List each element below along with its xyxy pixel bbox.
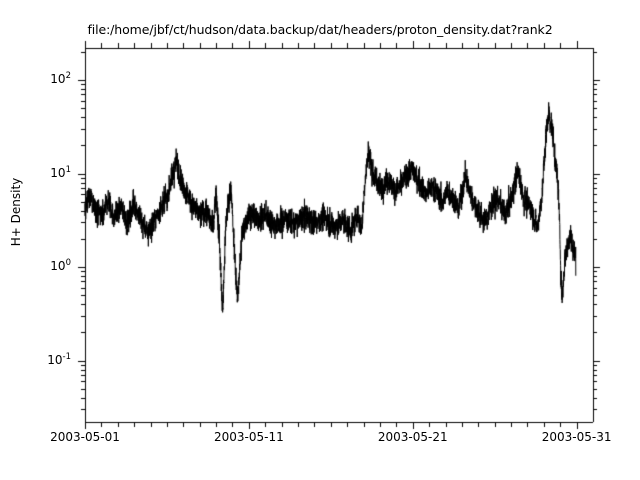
x-tick-label: 2003-05-31 <box>541 430 612 444</box>
x-tick-label: 2003-05-21 <box>377 430 448 444</box>
x-tick-label: 2003-05-01 <box>50 430 120 444</box>
x-tick-label: 2003-05-11 <box>213 430 284 444</box>
y-axis-label: H+ Density <box>9 177 23 247</box>
